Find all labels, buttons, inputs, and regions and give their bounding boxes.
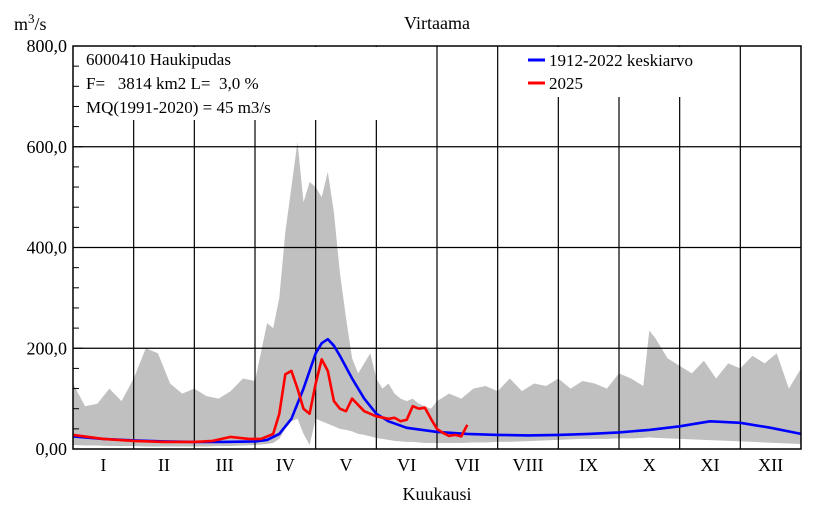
series-line-mean xyxy=(72,337,802,444)
y-tick-label: 200,0 xyxy=(27,338,68,358)
month-label: V xyxy=(340,455,353,475)
month-label: VII xyxy=(455,455,480,475)
info-box-background xyxy=(80,47,380,120)
month-label: VIII xyxy=(513,455,544,475)
y-tick-label: 600,0 xyxy=(27,137,68,157)
month-label: VI xyxy=(397,455,416,475)
month-label: IX xyxy=(579,455,598,475)
y-tick-label: 400,0 xyxy=(27,238,68,258)
month-label: I xyxy=(100,455,106,475)
y-unit-exponent: 3 xyxy=(28,11,35,26)
chart-title: Virtaama xyxy=(404,13,470,33)
range-band xyxy=(73,141,801,447)
y-unit-base: m xyxy=(14,14,28,34)
month-label: IV xyxy=(276,455,295,475)
series-line-2025 xyxy=(72,358,469,444)
mq-label: MQ(1991-2020) = 45 m3/s xyxy=(86,98,271,117)
legend-label-2025: 2025 xyxy=(549,74,583,93)
month-label: XII xyxy=(758,455,783,475)
range-band-layer xyxy=(73,141,801,447)
legend-background xyxy=(522,47,732,97)
month-label: XI xyxy=(701,455,720,475)
y-unit-suffix: /s xyxy=(35,14,47,34)
y-tick-label: 800,0 xyxy=(27,36,68,56)
area-label: F= 3814 km2 L= 3,0 % xyxy=(86,74,259,93)
y-tick-label: 0,00 xyxy=(36,439,68,459)
month-label: II xyxy=(158,455,170,475)
month-label: III xyxy=(216,455,234,475)
y-axis-unit: m3/s xyxy=(14,11,47,34)
legend-label-mean: 1912-2022 keskiarvo xyxy=(549,51,693,70)
x-axis-title: Kuukausi xyxy=(403,484,472,504)
series-layer xyxy=(72,337,802,444)
station-label: 6000410 Haukipudas xyxy=(86,50,231,69)
month-label: X xyxy=(643,455,656,475)
